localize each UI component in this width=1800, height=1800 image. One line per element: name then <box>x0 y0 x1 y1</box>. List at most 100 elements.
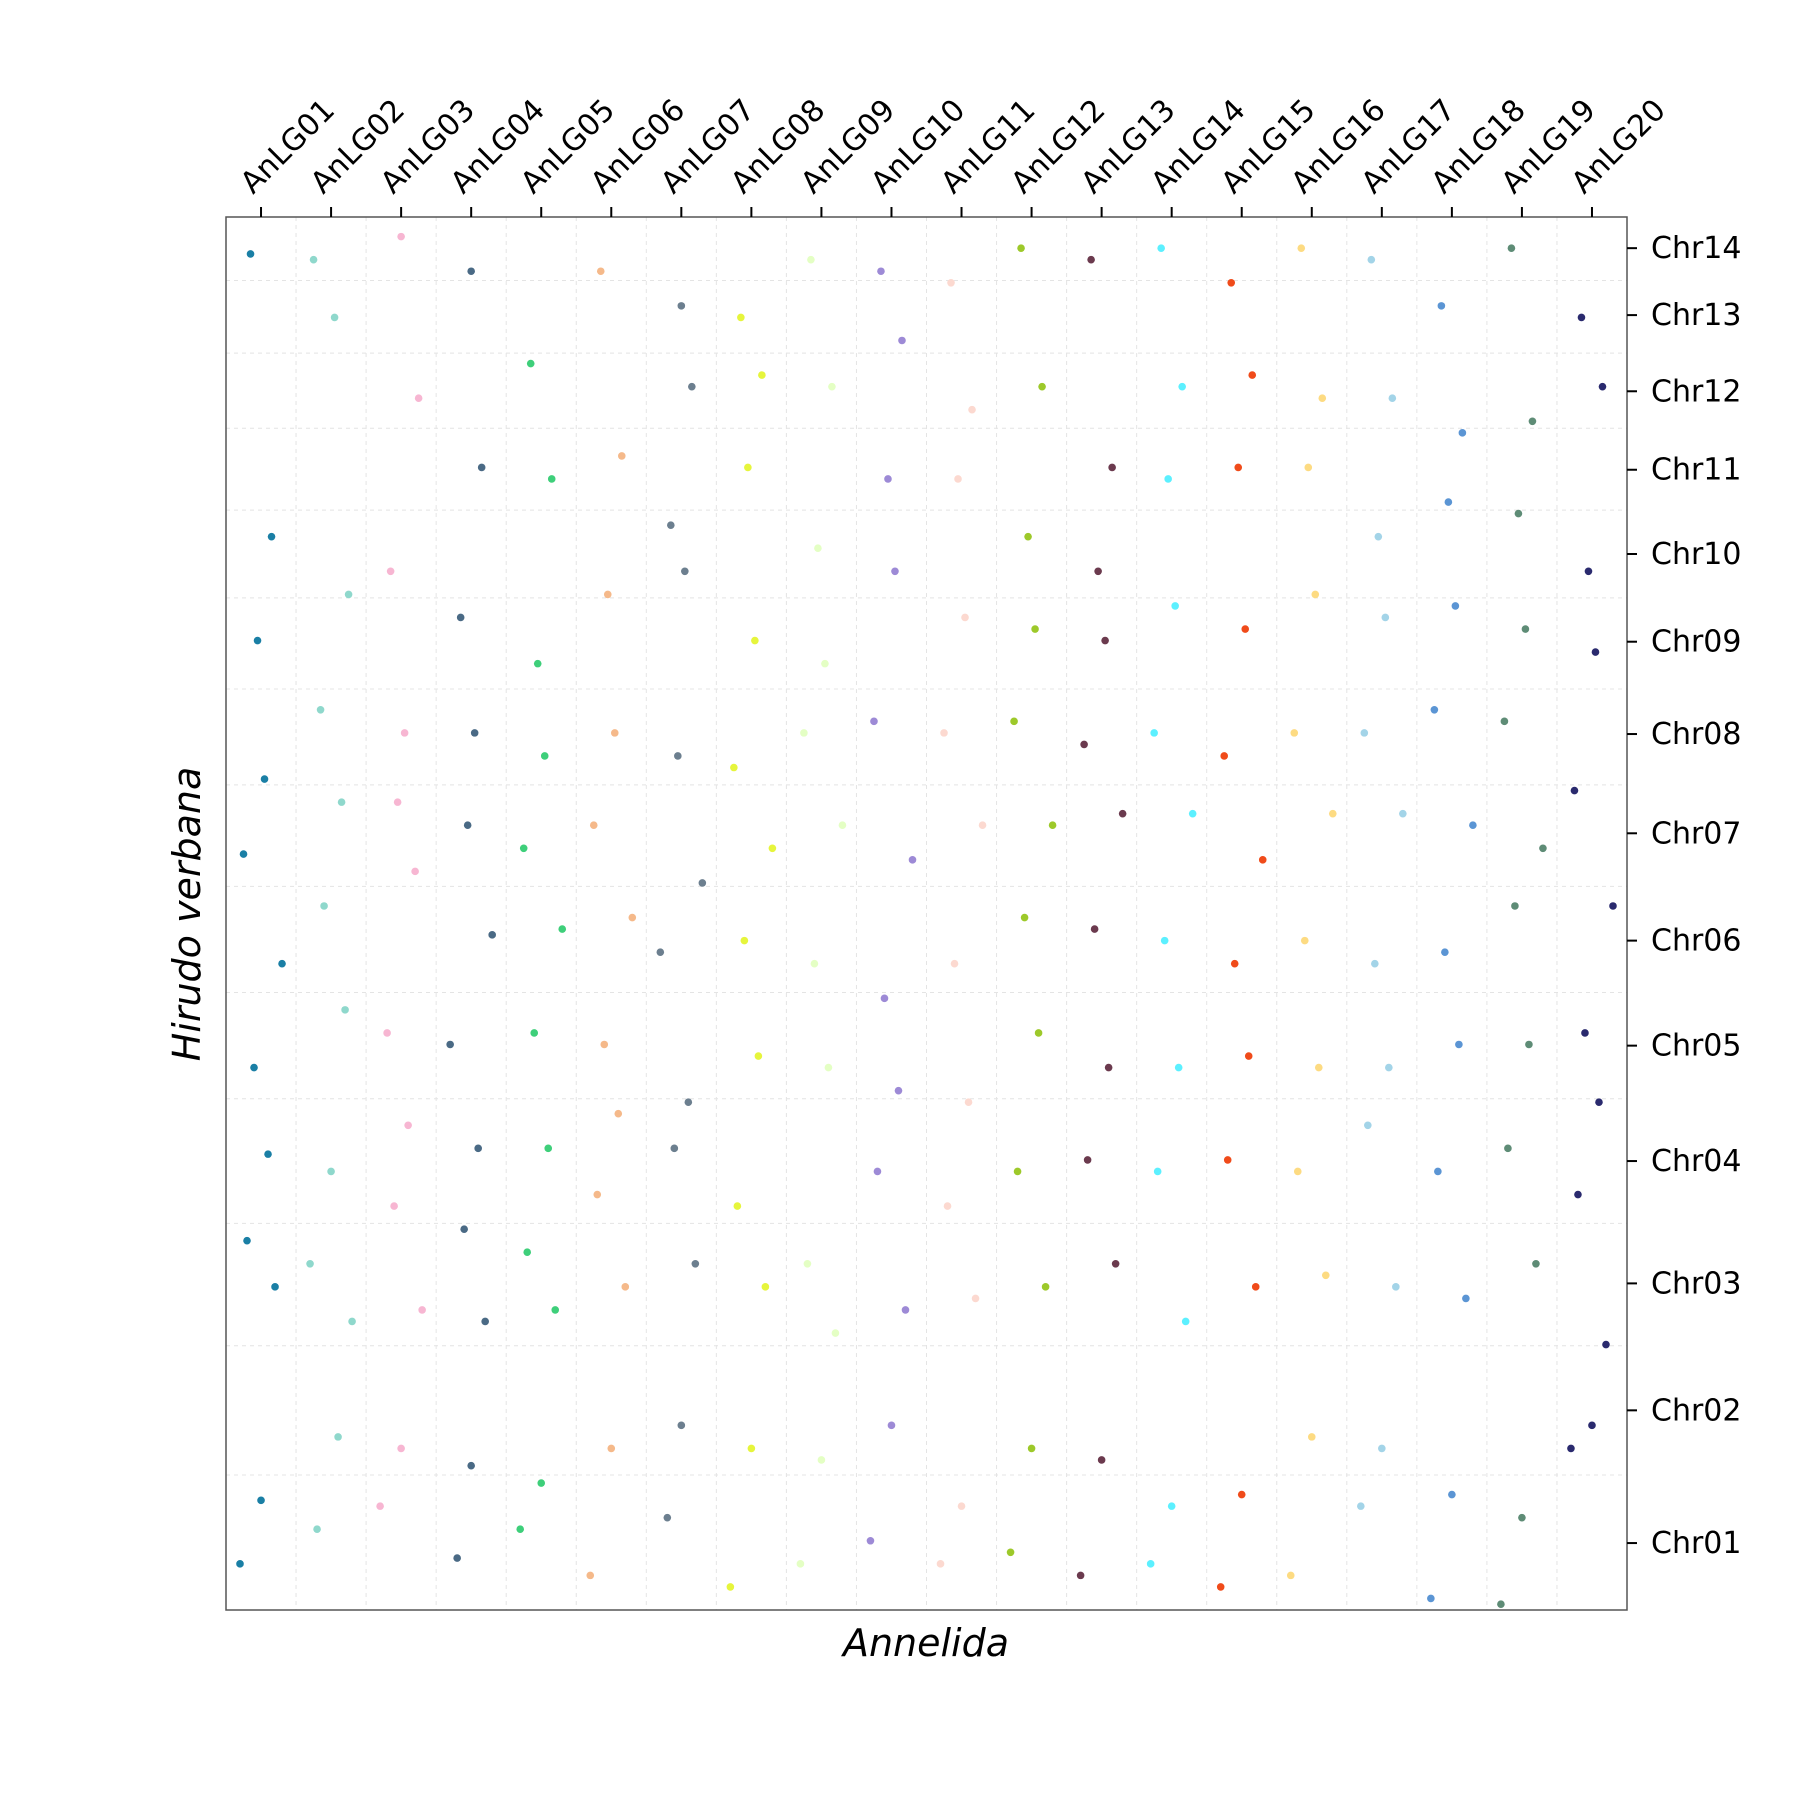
point <box>1188 809 1197 818</box>
point <box>1378 1444 1386 1453</box>
point <box>1244 1052 1253 1060</box>
point <box>1514 509 1523 518</box>
point <box>540 752 549 760</box>
point <box>1286 1571 1295 1580</box>
point <box>1588 1421 1596 1430</box>
point <box>877 267 885 276</box>
point <box>1227 278 1236 287</box>
point <box>1234 463 1243 472</box>
point <box>1307 1433 1316 1441</box>
point <box>1567 1444 1575 1453</box>
point <box>1006 1548 1015 1557</box>
point <box>1248 371 1257 379</box>
point <box>978 821 987 830</box>
point <box>1521 625 1530 633</box>
point <box>418 1306 426 1314</box>
point <box>1108 463 1116 472</box>
y-tick-label: Chr02 <box>1651 1393 1741 1428</box>
point <box>968 405 976 414</box>
point <box>1157 244 1165 252</box>
point <box>1364 1121 1372 1130</box>
point <box>1118 809 1127 818</box>
point <box>1300 936 1309 945</box>
point <box>1399 809 1407 818</box>
point <box>873 1167 882 1176</box>
point <box>803 1259 812 1268</box>
point <box>761 1283 770 1291</box>
point <box>971 1294 980 1303</box>
point <box>309 255 318 264</box>
point <box>810 959 819 968</box>
point <box>614 1109 623 1118</box>
point <box>376 1502 384 1510</box>
point <box>397 1444 405 1453</box>
y-tick-label: Chr12 <box>1651 374 1741 409</box>
plot-frame <box>225 216 1628 1611</box>
point <box>1171 602 1179 610</box>
point <box>390 1202 398 1210</box>
point <box>477 463 486 472</box>
point <box>1304 463 1313 472</box>
point <box>1609 902 1617 910</box>
point <box>348 1317 356 1326</box>
point <box>943 1202 952 1210</box>
point <box>1076 1571 1085 1580</box>
point <box>526 359 535 368</box>
point <box>1153 1167 1162 1176</box>
point <box>1160 936 1169 945</box>
point <box>610 729 619 737</box>
point <box>1223 1156 1232 1164</box>
point <box>446 1040 454 1049</box>
point <box>393 798 402 806</box>
point <box>1090 925 1099 933</box>
point <box>334 1433 342 1441</box>
point <box>607 1444 616 1453</box>
point <box>726 1583 735 1591</box>
point <box>691 1259 700 1268</box>
point <box>596 267 605 276</box>
point <box>800 729 808 737</box>
point <box>1311 590 1320 599</box>
point <box>530 1029 539 1037</box>
point <box>523 1248 532 1257</box>
y-tick-label: Chr03 <box>1651 1266 1741 1301</box>
point <box>467 267 475 276</box>
point <box>957 1502 966 1510</box>
point <box>947 278 955 287</box>
point <box>558 925 567 933</box>
point <box>460 1225 468 1233</box>
point <box>313 1525 321 1534</box>
point <box>243 1236 251 1245</box>
point <box>1570 786 1579 795</box>
point <box>688 382 696 391</box>
point <box>1539 844 1547 853</box>
point <box>1290 729 1299 737</box>
point <box>1584 567 1593 576</box>
point <box>1174 1063 1183 1072</box>
point <box>1591 648 1600 656</box>
point <box>621 1283 630 1291</box>
point <box>1451 602 1460 610</box>
point <box>344 590 353 599</box>
point <box>246 250 255 258</box>
point <box>1444 498 1453 506</box>
point <box>488 931 496 939</box>
point <box>253 636 262 645</box>
y-tick-label: Chr09 <box>1651 625 1741 660</box>
point <box>603 590 612 599</box>
point <box>1434 1167 1442 1176</box>
point <box>1034 1029 1043 1037</box>
point <box>754 1052 763 1060</box>
point <box>1087 255 1095 264</box>
point <box>824 1063 833 1072</box>
point <box>589 821 598 830</box>
point <box>1518 1513 1526 1522</box>
point <box>250 1063 258 1072</box>
y-tick-label: Chr10 <box>1651 537 1741 572</box>
point <box>1314 1063 1323 1072</box>
point <box>1371 959 1379 968</box>
point <box>751 636 759 645</box>
point <box>747 1444 756 1453</box>
point <box>264 1150 272 1158</box>
